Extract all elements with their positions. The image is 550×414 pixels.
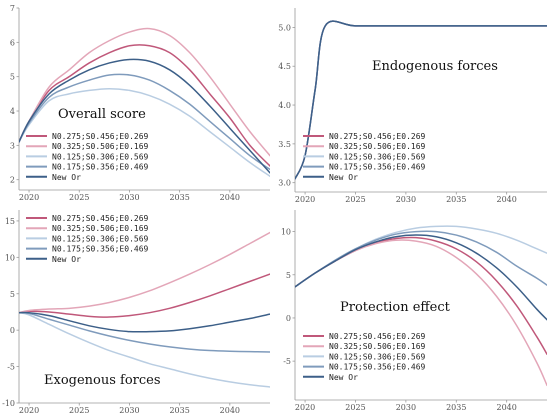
exogenous-forces-legend-label: N0.125;S0.306;E0.569: [52, 234, 149, 243]
endogenous-forces-y-tick-label: 3.0: [278, 179, 291, 188]
overall-score-series-group: [19, 27, 270, 178]
protection-effect-x-tick-label: 2040: [497, 403, 517, 412]
overall-score-y-tick-label: 6: [10, 38, 15, 47]
endogenous-forces-legend-label: New Or: [329, 173, 358, 182]
endogenous-forces-series-group: [295, 20, 547, 180]
overall-score-series-line-2: [19, 27, 270, 157]
panel-protection-effect: 2020 2025 2030 2035 2040 -5 0 5 10 N0.275;S0.456;…: [281, 210, 547, 412]
overall-score-x-tick-label: 2035: [169, 193, 189, 202]
overall-score-x-tick-label: 2030: [119, 193, 139, 202]
protection-effect-y-tick-label: 10: [281, 228, 291, 237]
overall-score-legend-label: N0.325;S0.506;E0.169: [52, 142, 149, 151]
endogenous-forces-legend-label: N0.325;S0.506;E0.169: [329, 142, 426, 151]
exogenous-forces-legend-label: New Or: [52, 255, 81, 264]
endogenous-forces-y-tick-label: 3.5: [278, 140, 291, 149]
overall-score-legend-label: N0.125;S0.306;E0.569: [52, 152, 149, 161]
overall-score-legend-label: N0.275;S0.456;E0.269: [52, 132, 149, 141]
overall-score-title: Overall score: [58, 107, 146, 122]
exogenous-forces-legend: N0.275;S0.456;E0.269N0.325;S0.506;E0.169…: [26, 214, 149, 264]
endogenous-forces-legend-label: N0.125;S0.306;E0.569: [329, 152, 426, 161]
panel-exogenous-forces: 2020 2025 2030 2035 2040 -10 -5 0 5 10 15 N0.275;S0…: [2, 210, 270, 414]
overall-score-legend: N0.275;S0.456;E0.269N0.325;S0.506;E0.169…: [26, 132, 149, 182]
exogenous-forces-x-tick-label: 2040: [220, 406, 240, 414]
exogenous-forces-y-tick-label: 15: [5, 217, 15, 226]
endogenous-forces-series-line-5: [295, 20, 547, 180]
overall-score-x-tick-label: 2040: [220, 193, 240, 202]
protection-effect-y-tick-label: -5: [283, 357, 291, 366]
exogenous-forces-series-line-5: [19, 311, 270, 333]
overall-score-legend-label: New Or: [52, 173, 81, 182]
exogenous-forces-series-line-3: [19, 311, 270, 388]
protection-effect-legend-label: New Or: [329, 373, 358, 382]
protection-effect-series-line-4: [295, 230, 547, 288]
overall-score-x-tick-label: 2020: [19, 193, 39, 202]
endogenous-forces-x-tick-label: 2040: [497, 195, 517, 204]
protection-effect-x-tick-label: 2035: [446, 403, 466, 412]
protection-effect-x-tick-label: 2020: [295, 403, 315, 412]
overall-score-y-tick-label: 7: [10, 4, 15, 13]
exogenous-forces-y-tick-label: 5: [10, 290, 15, 299]
exogenous-forces-x-tick-label: 2020: [19, 406, 39, 414]
protection-effect-legend: N0.275;S0.456;E0.269N0.325;S0.506;E0.169…: [303, 332, 426, 382]
overall-score-series-line-1: [19, 44, 270, 167]
endogenous-forces-legend-label: N0.175;S0.356;E0.469: [329, 163, 426, 172]
protection-effect-title: Protection effect: [340, 300, 451, 315]
protection-effect-y-tick-label: 5: [286, 271, 291, 280]
endogenous-forces-y-tick-label: 5.0: [278, 23, 291, 32]
exogenous-forces-legend-label: N0.325;S0.506;E0.169: [52, 224, 149, 233]
exogenous-forces-series-line-4: [19, 311, 270, 353]
endogenous-forces-x-tick-label: 2020: [295, 195, 315, 204]
protection-effect-x-tick-label: 2030: [396, 403, 416, 412]
endogenous-forces-y-tick-label: 4.5: [278, 62, 291, 71]
exogenous-forces-y-tick-label: -10: [2, 399, 15, 408]
protection-effect-y-tick-label: 0: [286, 314, 291, 323]
overall-score-series-line-4: [19, 73, 270, 171]
endogenous-forces-legend-label: N0.275;S0.456;E0.269: [329, 132, 426, 141]
panel-endogenous-forces: 2020 2025 2030 2035 2040 3.0 3.5 4.0 4.5 5.0 N0.27…: [278, 8, 547, 204]
exogenous-forces-series-line-1: [19, 273, 270, 318]
endogenous-forces-x-tick-label: 2030: [396, 195, 416, 204]
overall-score-y-tick-label: 3: [10, 141, 15, 150]
exogenous-forces-legend-label: N0.275;S0.456;E0.269: [52, 214, 149, 223]
exogenous-forces-y-tick-label: 10: [5, 253, 15, 262]
exogenous-forces-y-tick-label: -5: [7, 363, 15, 372]
exogenous-forces-series-group: [19, 231, 270, 388]
exogenous-forces-series-line-2: [19, 231, 270, 314]
protection-effect-legend-label: N0.325;S0.506;E0.169: [329, 342, 426, 351]
protection-effect-legend-label: N0.175;S0.356;E0.469: [329, 363, 426, 372]
endogenous-forces-y-tick-label: 4.0: [278, 101, 291, 110]
exogenous-forces-x-tick-label: 2035: [169, 406, 189, 414]
overall-score-series-line-5: [19, 58, 270, 174]
exogenous-forces-x-tick-label: 2030: [119, 406, 139, 414]
exogenous-forces-y-tick-label: 0: [10, 326, 15, 335]
overall-score-x-tick-label: 2025: [69, 193, 89, 202]
overall-score-y-tick-label: 4: [10, 107, 15, 116]
protection-effect-legend-label: N0.125;S0.306;E0.569: [329, 352, 426, 361]
protection-effect-x-tick-label: 2025: [345, 403, 365, 412]
overall-score-series-line-3: [19, 87, 270, 178]
exogenous-forces-legend-label: N0.175;S0.356;E0.469: [52, 245, 149, 254]
endogenous-forces-x-tick-label: 2025: [345, 195, 365, 204]
overall-score-y-tick-label: 2: [10, 176, 15, 185]
protection-effect-series-line-5: [295, 234, 547, 321]
exogenous-forces-x-tick-label: 2025: [69, 406, 89, 414]
protection-effect-legend-label: N0.275;S0.456;E0.269: [329, 332, 426, 341]
overall-score-legend-label: N0.175;S0.356;E0.469: [52, 163, 149, 172]
endogenous-forces-title: Endogenous forces: [372, 59, 498, 74]
overall-score-y-tick-label: 5: [10, 73, 15, 82]
exogenous-forces-title: Exogenous forces: [44, 373, 161, 388]
protection-effect-series-group: [295, 225, 547, 387]
panel-overall-score: 2020 2025 2030 2035 2040 2 3 4 5 6 7 N0.275;S0.456;…: [10, 4, 270, 202]
endogenous-forces-legend: N0.275;S0.456;E0.269N0.325;S0.506;E0.169…: [303, 132, 426, 182]
endogenous-forces-x-tick-label: 2035: [446, 195, 466, 204]
